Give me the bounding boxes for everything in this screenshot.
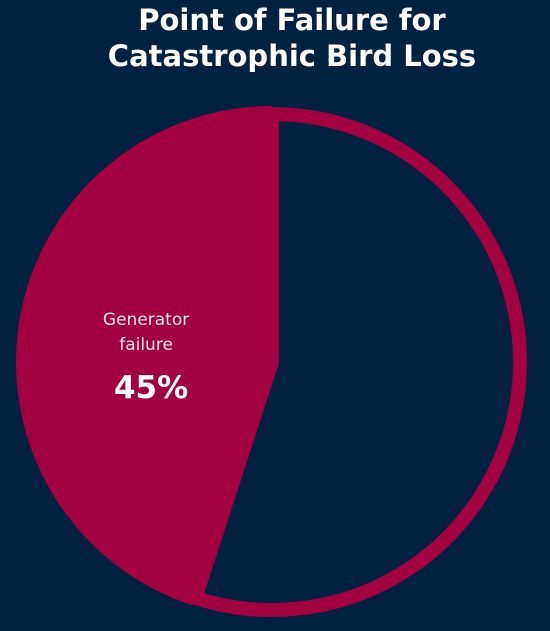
value-label: 45% xyxy=(113,370,189,407)
pie-slice xyxy=(186,106,527,617)
pie-slice xyxy=(16,106,272,606)
slice-label: Generator failure xyxy=(102,310,190,356)
chart-title: Point of Failure for Catastrophic Bird L… xyxy=(107,3,477,73)
